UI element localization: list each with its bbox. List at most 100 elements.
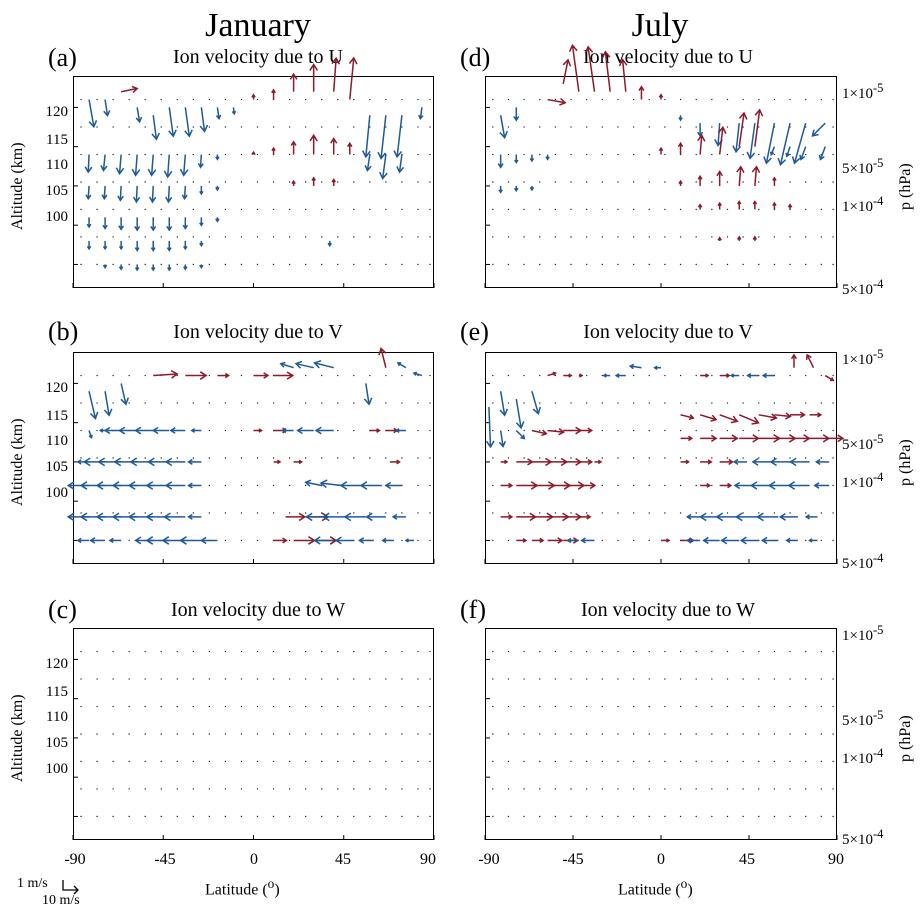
grid-dot [96, 788, 98, 790]
quiver-arrow [101, 185, 108, 201]
quiver-panel-3 [72, 650, 435, 840]
grid-dot [554, 788, 557, 790]
grid-dot [128, 512, 130, 514]
ytick-b-120: 120 [45, 380, 69, 396]
grid-dot [585, 788, 588, 790]
grid-dot [96, 208, 98, 211]
grid-dot [80, 650, 82, 653]
grid-dot [523, 429, 525, 432]
quiver-arrow [700, 373, 710, 378]
quiver-arrow [736, 165, 745, 186]
grid-dot [417, 650, 419, 653]
grid-dot [96, 98, 98, 101]
grid-dot [128, 402, 130, 404]
grid-dot [632, 733, 635, 735]
grid-dot [192, 705, 195, 708]
quiver-arrow [547, 428, 565, 436]
grid-dot [585, 457, 588, 459]
grid-dot [832, 815, 834, 818]
grid-dot [144, 181, 146, 183]
grid-dot [554, 98, 557, 101]
grid-dot [272, 678, 275, 680]
grid-dot [832, 788, 834, 790]
quiver-arrow [485, 406, 495, 449]
grid-dot [176, 153, 178, 156]
grid-dot [758, 263, 760, 266]
quiver-arrow [736, 200, 742, 210]
grid-dot [679, 429, 682, 432]
grid-dot [240, 374, 243, 377]
quiver-arrow [769, 457, 791, 467]
grid-dot [664, 181, 666, 183]
grid-dot [240, 263, 243, 266]
grid-dot [805, 705, 807, 708]
grid-dot [601, 181, 604, 183]
grid-dot [554, 733, 557, 735]
quiver-arrow [164, 481, 186, 490]
grid-dot [648, 263, 650, 266]
grid-dot [304, 484, 307, 487]
quiver-arrow [215, 107, 222, 120]
grid-dot [617, 429, 619, 432]
grid-dot [601, 374, 604, 377]
grid-dot [304, 457, 307, 459]
grid-dot [789, 733, 791, 735]
grid-dot [805, 429, 807, 432]
xlabel-left: Latitude (o) [205, 876, 280, 899]
grid-dot [523, 678, 525, 680]
grid-dot [507, 181, 510, 183]
quiver-arrow [131, 154, 141, 177]
quiver-arrow [384, 481, 402, 490]
grid-dot [128, 126, 130, 128]
grid-dot [208, 402, 211, 404]
grid-dot [742, 98, 744, 101]
quiver-arrow [134, 240, 140, 252]
grid-dot [773, 678, 776, 680]
grid-dot [664, 733, 666, 735]
quiver-arrow [358, 537, 374, 544]
grid-dot [353, 208, 355, 211]
grid-dot [832, 374, 834, 377]
grid-dot [820, 512, 823, 514]
grid-dot [369, 512, 371, 514]
plot-area-c [73, 628, 434, 840]
quiver-arrow [185, 371, 208, 380]
grid-dot [385, 263, 387, 266]
grid-dot [492, 650, 494, 653]
grid-dot [112, 236, 114, 238]
quiver-arrow [118, 217, 125, 231]
quiver-arrow [498, 185, 503, 194]
grid-dot [128, 539, 130, 542]
quiver-arrow [166, 217, 173, 232]
quiver-arrow [824, 374, 835, 382]
grid-dot [711, 208, 713, 211]
grid-dot [507, 236, 510, 238]
panel-b-letter: (b) [48, 317, 79, 346]
grid-dot [492, 539, 494, 542]
grid-dot [144, 650, 146, 653]
grid-dot [256, 788, 259, 790]
grid-dot [240, 733, 243, 735]
grid-dot [664, 263, 666, 266]
grid-dot [369, 98, 371, 101]
grid-dot [617, 650, 619, 653]
grid-dot [695, 484, 697, 487]
grid-dot [429, 484, 431, 487]
grid-dot [417, 429, 419, 432]
grid-dot [726, 788, 729, 790]
ytick-b-100: 100 [45, 485, 69, 501]
grid-dot [224, 126, 227, 128]
grid-dot [664, 678, 666, 680]
grid-dot [256, 512, 259, 514]
grid-dot [758, 429, 760, 432]
grid-dot [648, 126, 650, 128]
grid-dot [288, 208, 291, 211]
grid-dot [401, 788, 403, 790]
grid-dot [507, 429, 510, 432]
grid-dot [648, 402, 650, 404]
grid-dot [805, 98, 807, 101]
quiver-arrow [369, 428, 381, 433]
grid-dot [726, 153, 729, 156]
quiver-arrow [151, 426, 170, 435]
grid-dot [617, 512, 619, 514]
